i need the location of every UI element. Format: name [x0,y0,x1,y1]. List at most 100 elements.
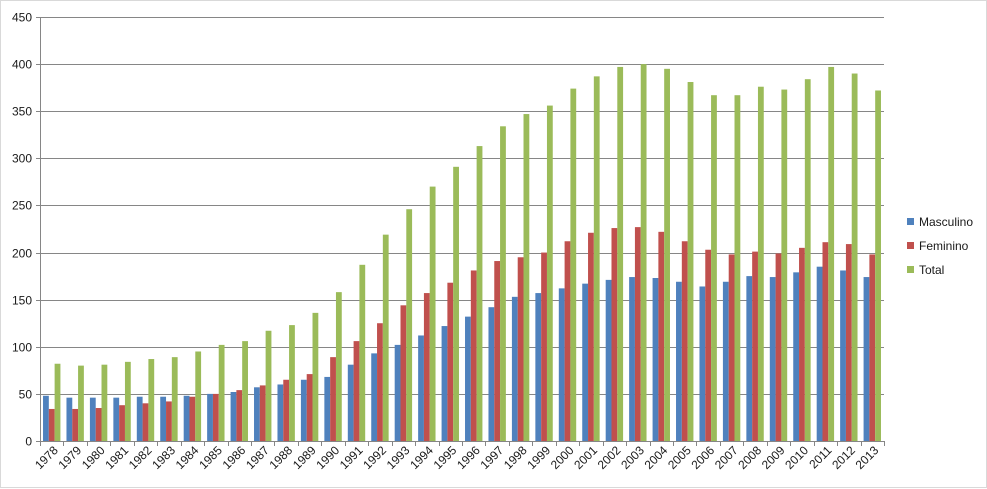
x-tick-label: 1985 [196,443,225,472]
bar-total-1981 [124,361,131,441]
x-tick-label: 1989 [290,443,319,472]
gridlines [40,17,884,395]
x-tick-label: 1986 [220,443,249,472]
y-tick-label: 350 [12,105,32,119]
x-tick-label: 2003 [618,443,647,472]
bar-total-1998 [523,114,530,442]
bar-masculino-2007 [722,281,729,441]
x-tick-label: 1983 [149,443,178,472]
bar-feminino-2010 [799,247,805,441]
bar-masculino-1992 [371,353,378,441]
bar-masculino-2009 [769,277,776,441]
bar-feminino-1999 [541,252,547,441]
bars [43,64,881,442]
bar-total-1986 [242,341,248,441]
bar-masculino-2011 [816,266,823,441]
x-tick-label: 2009 [759,443,788,472]
bar-feminino-1980 [95,408,102,441]
bar-masculino-1979 [66,397,73,441]
bar-feminino-1988 [283,379,290,441]
x-tick-label: 2011 [806,443,834,471]
bar-masculino-1978 [43,395,49,441]
bar-feminino-1995 [447,282,454,441]
bar-total-1982 [148,359,155,441]
bar-masculino-2006 [699,286,706,441]
bar-total-2004 [664,68,670,441]
x-tick-label: 1978 [32,443,61,472]
bar-masculino-1993 [394,344,401,441]
x-tick-label: 1981 [102,443,131,472]
bar-feminino-1985 [212,393,219,441]
bar-total-2000 [570,88,577,442]
x-tick-label: 1999 [524,443,553,472]
y-tick-label: 100 [12,341,32,355]
y-tick-label: 400 [12,58,32,72]
bar-masculino-1999 [535,293,542,441]
bar-total-1993 [406,209,413,441]
bar-masculino-1983 [160,396,167,441]
bar-total-1996 [476,146,483,441]
x-tick-label: 1980 [79,443,108,472]
y-tick-label: 50 [19,388,33,402]
x-tick-label: 1992 [360,443,389,472]
y-axis-ticks: 0 50 100 150 200 250 300 350 400 450 [12,11,40,449]
bar-masculino-2000 [558,288,565,441]
x-tick-label: 2005 [665,443,694,472]
legend: Masculino Feminino Total [907,215,973,277]
bar-masculino-1984 [183,395,190,441]
bar-masculino-1991 [347,364,354,441]
bar-total-2011 [828,66,835,441]
bar-masculino-1998 [511,296,518,441]
bar-total-1979 [78,365,84,441]
bar-masculino-2002 [605,279,612,441]
bar-masculino-1989 [300,379,307,441]
bar-feminino-1982 [142,403,149,441]
bar-masculino-1997 [488,307,495,441]
bar-feminino-1981 [119,405,125,441]
bar-masculino-1987 [254,387,260,441]
bar-total-1995 [453,166,459,441]
bar-total-1988 [289,325,295,441]
bar-feminino-2008 [752,251,758,441]
bar-feminino-1984 [189,396,196,441]
x-tick-label: 2013 [853,443,882,472]
bar-masculino-2004 [652,278,659,441]
x-tick-label: 2004 [642,443,671,472]
legend-swatch-feminino [907,242,914,249]
bar-total-1999 [546,105,553,441]
bar-total-1990 [335,292,342,441]
bar-feminino-2006 [705,249,712,441]
bar-total-2012 [851,73,858,441]
bar-total-1989 [312,312,319,441]
bar-masculino-1985 [207,393,213,441]
bar-total-1985 [218,344,225,441]
bar-masculino-2010 [793,272,800,441]
bar-feminino-2007 [728,254,735,441]
bar-total-2007 [734,95,741,441]
bar-feminino-2003 [634,227,641,441]
bar-total-1992 [382,234,389,441]
bar-feminino-1978 [48,408,55,441]
legend-swatch-total [907,266,914,273]
x-tick-label: 2012 [829,443,858,472]
legend-label-total: Total [919,263,944,277]
legend-swatch-masculino [907,218,914,225]
x-axis-ticks: 1978197919801981198219831984198519861987… [32,441,885,472]
bar-total-2001 [593,76,600,442]
x-tick-label: 1996 [454,443,483,472]
bar-total-2009 [781,89,788,442]
x-tick-label: 1998 [501,443,530,472]
bar-feminino-1993 [400,305,407,441]
x-tick-label: 1987 [243,443,272,472]
x-tick-label: 2002 [595,443,624,472]
bar-total-1983 [171,357,178,441]
bar-masculino-1988 [277,384,284,441]
bar-total-1997 [500,126,506,442]
bar-total-2010 [804,79,811,441]
bar-feminino-2004 [658,231,665,441]
bar-total-1980 [101,364,108,441]
legend-label-feminino: Feminino [919,239,969,253]
bar-total-2013 [875,90,881,442]
y-tick-label: 200 [12,247,32,261]
